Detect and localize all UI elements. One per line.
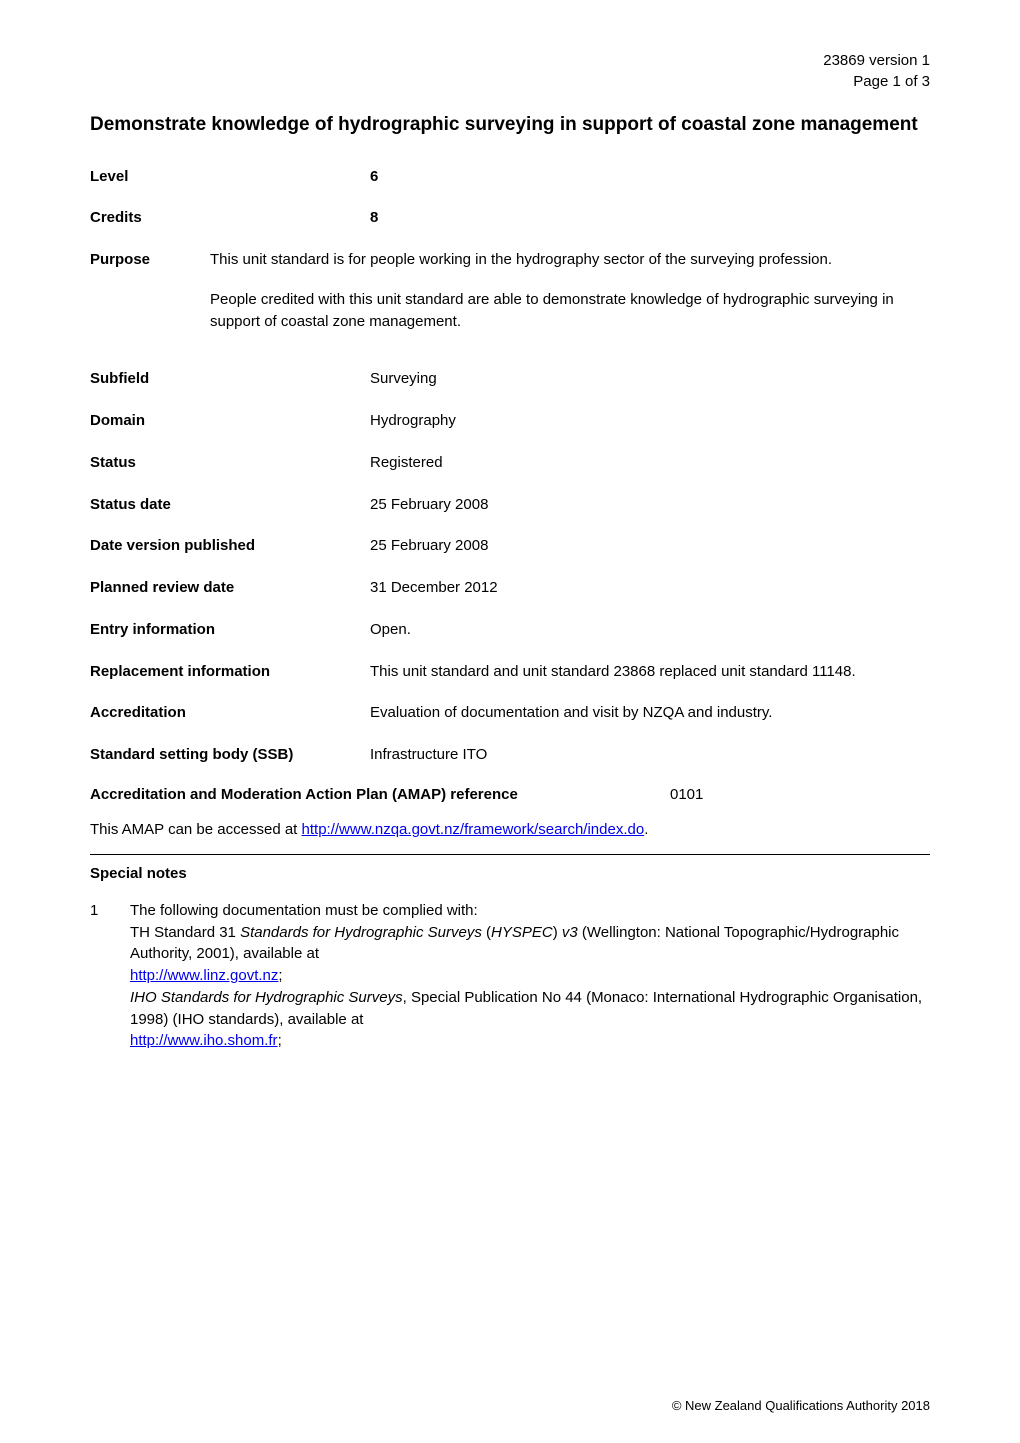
planned-review-date-value: 31 December 2012 <box>370 577 930 599</box>
domain-value: Hydrography <box>370 410 930 432</box>
planned-review-date-label: Planned review date <box>90 577 370 599</box>
status-value: Registered <box>370 452 930 474</box>
note-1-number: 1 <box>90 900 130 1052</box>
field-status-date: Status date 25 February 2008 <box>90 494 930 516</box>
page-info: Page 1 of 3 <box>90 71 930 92</box>
field-subfield: Subfield Surveying <box>90 368 930 390</box>
linz-link[interactable]: http://www.linz.govt.nz <box>130 967 278 984</box>
field-standard-setting-body: Standard setting body (SSB) Infrastructu… <box>90 744 930 766</box>
purpose-para2: People credited with this unit standard … <box>210 289 930 333</box>
field-planned-review-date: Planned review date 31 December 2012 <box>90 577 930 599</box>
domain-label: Domain <box>90 410 370 432</box>
note-1: 1 The following documentation must be co… <box>90 900 930 1052</box>
note-1-link2-line: http://www.iho.shom.fr; <box>130 1030 930 1052</box>
doc-id: 23869 version 1 <box>90 50 930 71</box>
page-title: Demonstrate knowledge of hydrographic su… <box>90 112 930 138</box>
amap-text: This AMAP can be accessed at http://www.… <box>90 821 930 838</box>
footer-copyright: © New Zealand Qualifications Authority 2… <box>672 1398 930 1413</box>
field-date-version-published: Date version published 25 February 2008 <box>90 535 930 557</box>
note-1-ref2: IHO Standards for Hydrographic Surveys, … <box>130 987 930 1031</box>
status-label: Status <box>90 452 370 474</box>
header-meta: 23869 version 1 Page 1 of 3 <box>90 50 930 92</box>
field-amap: Accreditation and Moderation Action Plan… <box>90 786 930 803</box>
field-accreditation: Accreditation Evaluation of documentatio… <box>90 702 930 724</box>
note-1-link1-line: http://www.linz.govt.nz; <box>130 965 930 987</box>
entry-information-label: Entry information <box>90 619 370 641</box>
field-credits: Credits 8 <box>90 207 930 229</box>
status-date-value: 25 February 2008 <box>370 494 930 516</box>
replacement-information-value: This unit standard and unit standard 238… <box>370 661 930 683</box>
field-status: Status Registered <box>90 452 930 474</box>
field-domain: Domain Hydrography <box>90 410 930 432</box>
amap-value: 0101 <box>670 786 930 803</box>
note-1-line1: The following documentation must be comp… <box>130 900 930 922</box>
amap-text-suffix: . <box>644 821 648 838</box>
amap-text-prefix: This AMAP can be accessed at <box>90 821 302 838</box>
note-1-body: The following documentation must be comp… <box>130 900 930 1052</box>
special-notes-heading: Special notes <box>90 865 930 882</box>
ssb-value: Infrastructure ITO <box>370 744 930 766</box>
accreditation-value: Evaluation of documentation and visit by… <box>370 702 930 724</box>
purpose-label: Purpose <box>90 249 210 350</box>
field-replacement-information: Replacement information This unit standa… <box>90 661 930 683</box>
field-entry-information: Entry information Open. <box>90 619 930 641</box>
replacement-information-label: Replacement information <box>90 661 370 683</box>
purpose-para1: This unit standard is for people working… <box>210 249 930 271</box>
status-date-label: Status date <box>90 494 370 516</box>
date-version-published-value: 25 February 2008 <box>370 535 930 557</box>
credits-value: 8 <box>370 207 930 229</box>
amap-label: Accreditation and Moderation Action Plan… <box>90 786 670 803</box>
subfield-value: Surveying <box>370 368 930 390</box>
iho-link[interactable]: http://www.iho.shom.fr <box>130 1032 278 1049</box>
subfield-label: Subfield <box>90 368 370 390</box>
entry-information-value: Open. <box>370 619 930 641</box>
note-1-ref1: TH Standard 31 Standards for Hydrographi… <box>130 922 930 966</box>
section-divider <box>90 854 930 855</box>
level-label: Level <box>90 166 370 188</box>
ssb-label: Standard setting body (SSB) <box>90 744 370 766</box>
purpose-value: This unit standard is for people working… <box>210 249 930 350</box>
accreditation-label: Accreditation <box>90 702 370 724</box>
date-version-published-label: Date version published <box>90 535 370 557</box>
credits-label: Credits <box>90 207 370 229</box>
level-value: 6 <box>370 166 930 188</box>
field-purpose: Purpose This unit standard is for people… <box>90 249 930 350</box>
field-level: Level 6 <box>90 166 930 188</box>
amap-link[interactable]: http://www.nzqa.govt.nz/framework/search… <box>302 821 645 838</box>
